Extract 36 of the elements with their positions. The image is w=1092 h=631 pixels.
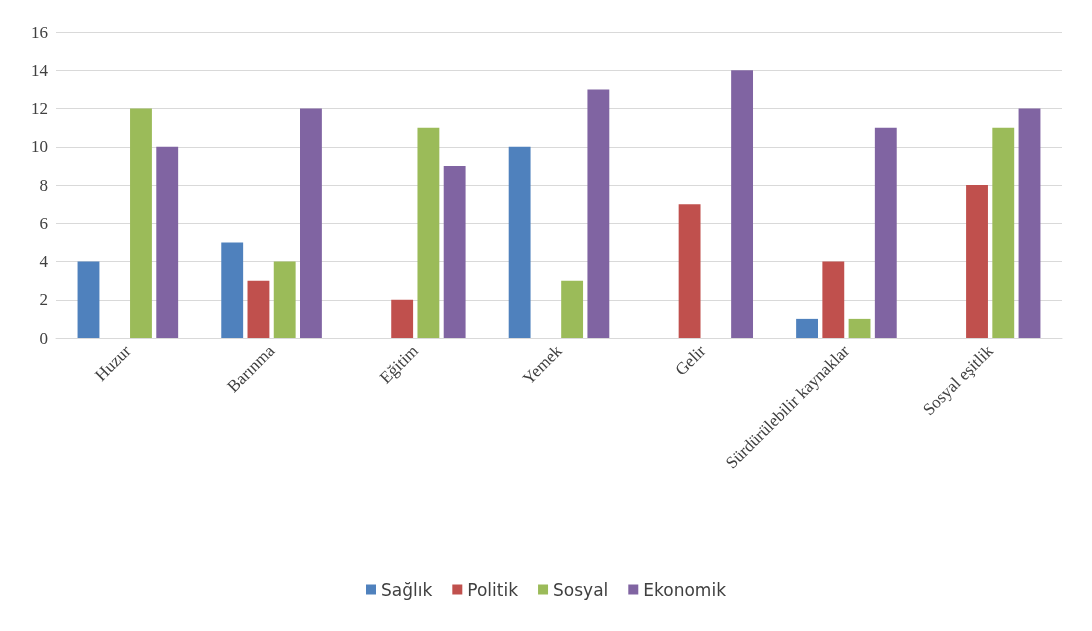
bar [156, 146, 179, 338]
bar [874, 127, 897, 338]
y-tick-label: 2 [39, 290, 48, 310]
bar [966, 185, 988, 338]
bar [508, 146, 531, 338]
bar [731, 70, 754, 338]
legend-label: Sağlık [381, 579, 433, 600]
bar [247, 280, 270, 338]
bar [796, 318, 818, 338]
y-tick-label: 10 [31, 137, 48, 157]
legend-label: Sosyal [553, 579, 609, 600]
bar [587, 89, 610, 338]
y-tick-label: 0 [39, 328, 48, 348]
bar [391, 299, 414, 338]
y-tick-label: 12 [31, 99, 48, 118]
bar [822, 261, 845, 338]
y-tick-label: 8 [39, 175, 48, 195]
legend-label: Ekonomik [643, 579, 727, 600]
bar [417, 127, 440, 338]
y-tick-label: 16 [31, 22, 48, 42]
bar [77, 261, 100, 338]
bar [300, 108, 322, 338]
bar [443, 165, 466, 338]
y-tick-label: 14 [31, 60, 49, 80]
y-tick-label: 6 [39, 213, 48, 233]
bar [1018, 108, 1041, 338]
bar [992, 127, 1015, 338]
y-tick-label: 4 [39, 252, 49, 271]
bar [678, 204, 701, 338]
legend-label: Politik [467, 579, 519, 600]
bar [221, 242, 244, 338]
bar [561, 280, 584, 338]
bar [273, 261, 296, 338]
bar [848, 318, 871, 338]
x-tick-label: Gelir [671, 341, 710, 380]
bar [130, 108, 152, 338]
